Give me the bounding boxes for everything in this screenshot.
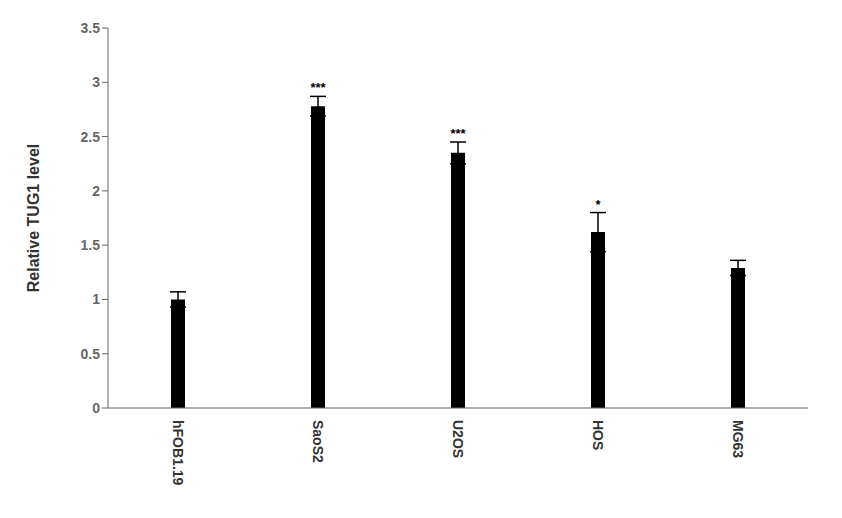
svg-text:MG63: MG63	[730, 420, 746, 458]
svg-text:0.5: 0.5	[81, 346, 101, 362]
svg-text:*: *	[595, 197, 601, 212]
svg-text:0: 0	[92, 400, 100, 416]
svg-text:U2OS: U2OS	[450, 420, 466, 458]
svg-text:3: 3	[92, 74, 100, 90]
svg-text:1.5: 1.5	[81, 237, 101, 253]
svg-text:Relative TUG1 level: Relative TUG1 level	[25, 144, 42, 293]
svg-text:1: 1	[92, 291, 100, 307]
svg-text:2: 2	[92, 183, 100, 199]
svg-text:3.5: 3.5	[81, 20, 101, 36]
svg-text:***: ***	[450, 126, 466, 141]
svg-text:HOS: HOS	[590, 420, 606, 450]
svg-text:SaoS2: SaoS2	[310, 420, 326, 463]
svg-text:hFOB1.19: hFOB1.19	[170, 420, 186, 486]
svg-text:2.5: 2.5	[81, 129, 101, 145]
svg-text:***: ***	[310, 80, 326, 95]
